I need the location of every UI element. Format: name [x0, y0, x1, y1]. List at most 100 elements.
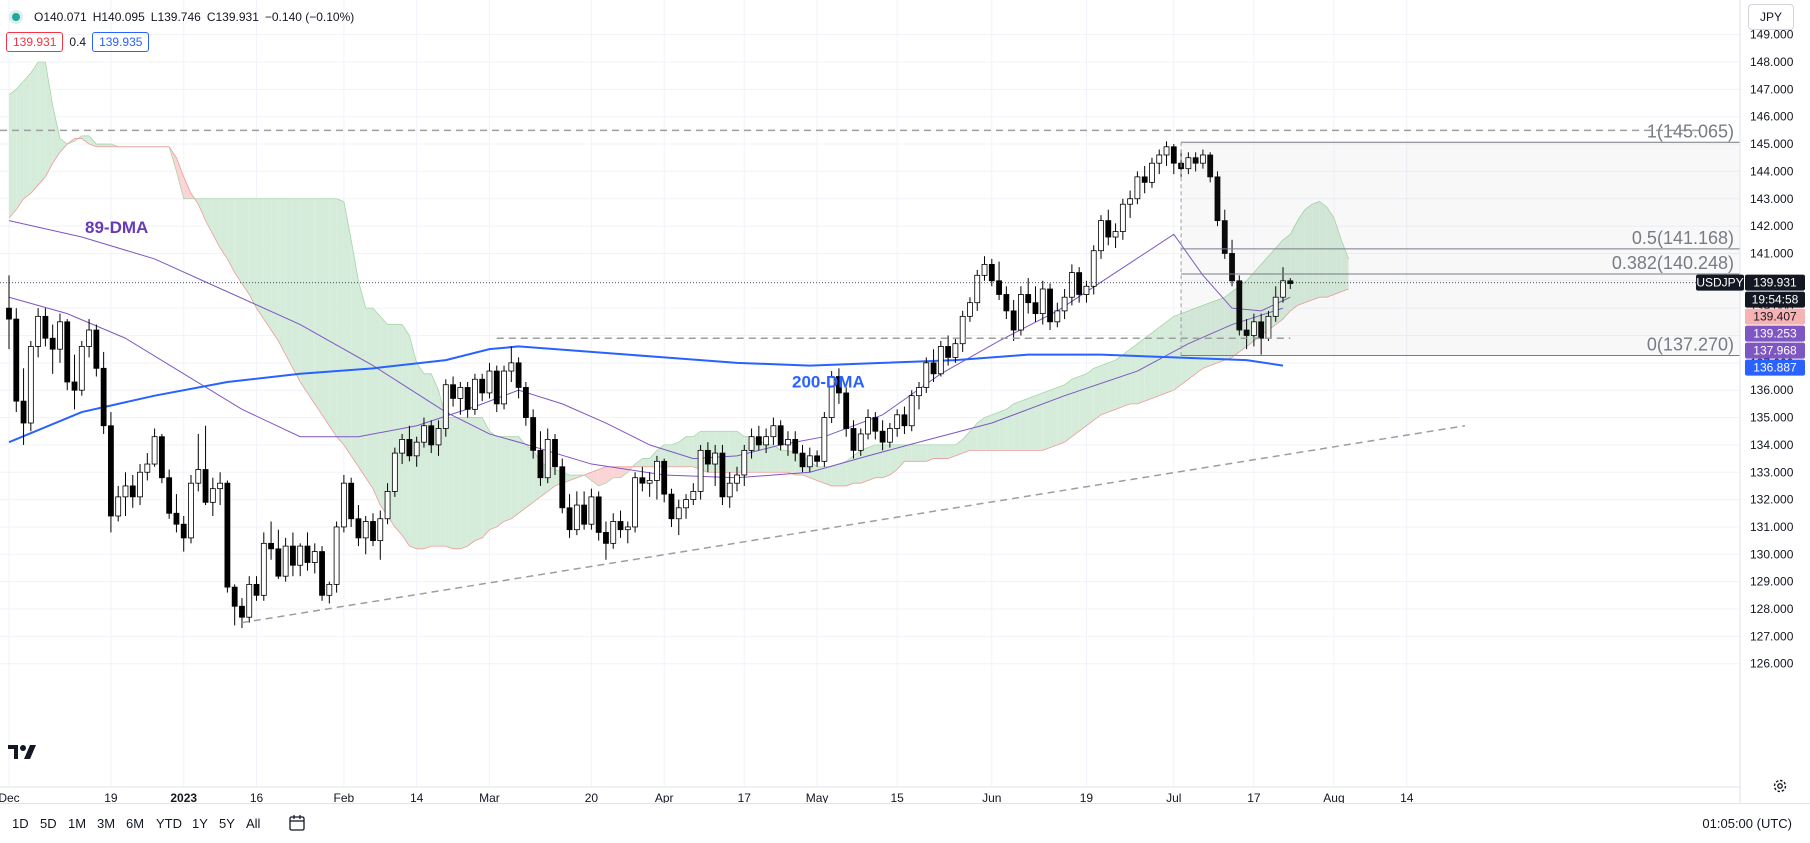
candle-body — [988, 263, 995, 282]
cloud-segment — [205, 198, 213, 235]
sell-button[interactable]: 139.931 — [6, 32, 64, 52]
candle-body — [260, 542, 267, 596]
candle-body — [282, 545, 289, 577]
axis-price-tag — [1745, 291, 1805, 308]
cloud-segment — [919, 444, 927, 462]
bottom-toolbar: 1D 5D 1M 3M 6M YTD 1Y 5Y All 01:05:00 (U… — [0, 803, 1810, 843]
cloud-segment — [671, 442, 679, 467]
cloud-segment — [1173, 313, 1182, 391]
candle-body — [1207, 154, 1214, 178]
candle-body — [64, 321, 71, 383]
candle-body — [879, 430, 886, 443]
cloud-segment — [904, 444, 912, 462]
candle-body — [1127, 198, 1134, 205]
candle-body — [799, 452, 806, 468]
currency-button[interactable]: JPY — [1748, 4, 1794, 30]
candle-body — [595, 496, 602, 533]
utc-clock: 01:05:00 (UTC) — [1702, 816, 1792, 831]
candle-body — [1010, 310, 1017, 331]
time-tick-label: 17 — [1247, 791, 1261, 805]
axis-price-tag-label: 19:54:58 — [1752, 293, 1799, 307]
cloud-segment — [766, 444, 774, 473]
candle-body — [195, 469, 202, 484]
uptrend-line — [241, 425, 1466, 624]
candle-body — [297, 545, 304, 566]
candle-body — [224, 482, 231, 588]
candle-body — [464, 387, 471, 410]
candle-body — [908, 395, 915, 427]
cloud-segment — [569, 474, 577, 481]
cloud-segment — [787, 450, 796, 475]
time-tick-label: 15 — [890, 791, 904, 805]
cloud-segment — [940, 444, 949, 459]
time-tick-label: 16 — [250, 791, 264, 805]
cloud-segment — [1181, 310, 1189, 385]
candle-body — [610, 521, 617, 544]
price-tick-label: 145.000 — [1750, 137, 1794, 151]
cloud-segment — [59, 138, 68, 153]
range-ytd-button[interactable]: YTD — [156, 816, 182, 831]
time-tick-label: Jun — [982, 791, 1001, 805]
cloud-segment — [926, 444, 934, 462]
candle-body — [188, 482, 194, 539]
cloud-segment — [81, 135, 90, 145]
cloud-segment — [1122, 349, 1131, 407]
candle-body — [886, 428, 893, 443]
candle-body — [639, 477, 646, 484]
cloud-segment — [30, 62, 39, 194]
cloud-segment — [292, 198, 301, 382]
cloud-segment — [969, 423, 978, 451]
candle-body — [268, 542, 274, 550]
buy-button[interactable]: 139.935 — [92, 32, 150, 52]
calendar-icon[interactable] — [288, 814, 306, 832]
range-1m-button[interactable]: 1M — [68, 816, 87, 831]
price-tick-label: 132.000 — [1750, 493, 1794, 507]
candle-body — [71, 381, 78, 391]
candle-body — [399, 439, 406, 454]
candle-body — [1272, 296, 1279, 317]
candle-body — [1039, 288, 1046, 315]
candle-body — [246, 583, 253, 618]
candle-body — [457, 387, 464, 399]
cloud-segment — [635, 458, 643, 467]
cloud-segment — [838, 461, 847, 486]
range-all-button[interactable]: All — [246, 816, 261, 831]
cloud-segment — [212, 198, 221, 248]
cloud-segment — [307, 198, 315, 404]
candle-body — [253, 583, 260, 596]
candle-body — [319, 551, 325, 596]
range-1d-button[interactable]: 1D — [12, 816, 29, 831]
range-5d-button[interactable]: 5D — [40, 816, 57, 831]
settings-gear-icon[interactable] — [1772, 778, 1788, 794]
cloud-segment — [16, 81, 24, 210]
candle-body — [675, 507, 682, 520]
candle-body — [923, 362, 930, 388]
range-6m-button[interactable]: 6M — [126, 816, 145, 831]
range-3m-button[interactable]: 3M — [97, 816, 116, 831]
range-5y-button[interactable]: 5Y — [219, 816, 235, 831]
candle-body — [384, 490, 391, 520]
axis-price-tag-label: 136.887 — [1753, 361, 1797, 375]
candle-body — [1047, 288, 1053, 323]
indicator-lines — [8, 220, 1291, 479]
candle-body — [755, 436, 762, 446]
candle-body — [1243, 329, 1250, 336]
fib-level-label: 0(137.270) — [1647, 334, 1734, 354]
price-tick-label: 135.000 — [1750, 411, 1794, 425]
candle-body — [486, 370, 493, 394]
candle-body — [646, 480, 653, 484]
candle-body — [763, 436, 770, 446]
cloud-segment — [627, 464, 636, 473]
range-1y-button[interactable]: 1Y — [192, 816, 208, 831]
cloud-segment — [1035, 392, 1043, 451]
cloud-segment — [897, 444, 905, 470]
candle-body — [654, 460, 660, 481]
candle-body — [1054, 310, 1061, 323]
candle-body — [522, 387, 529, 418]
candle-body — [624, 526, 631, 531]
cloud-segment — [336, 198, 344, 445]
cloud-segment — [1006, 403, 1014, 451]
candle-body — [777, 425, 784, 446]
cloud-segment — [511, 436, 519, 519]
